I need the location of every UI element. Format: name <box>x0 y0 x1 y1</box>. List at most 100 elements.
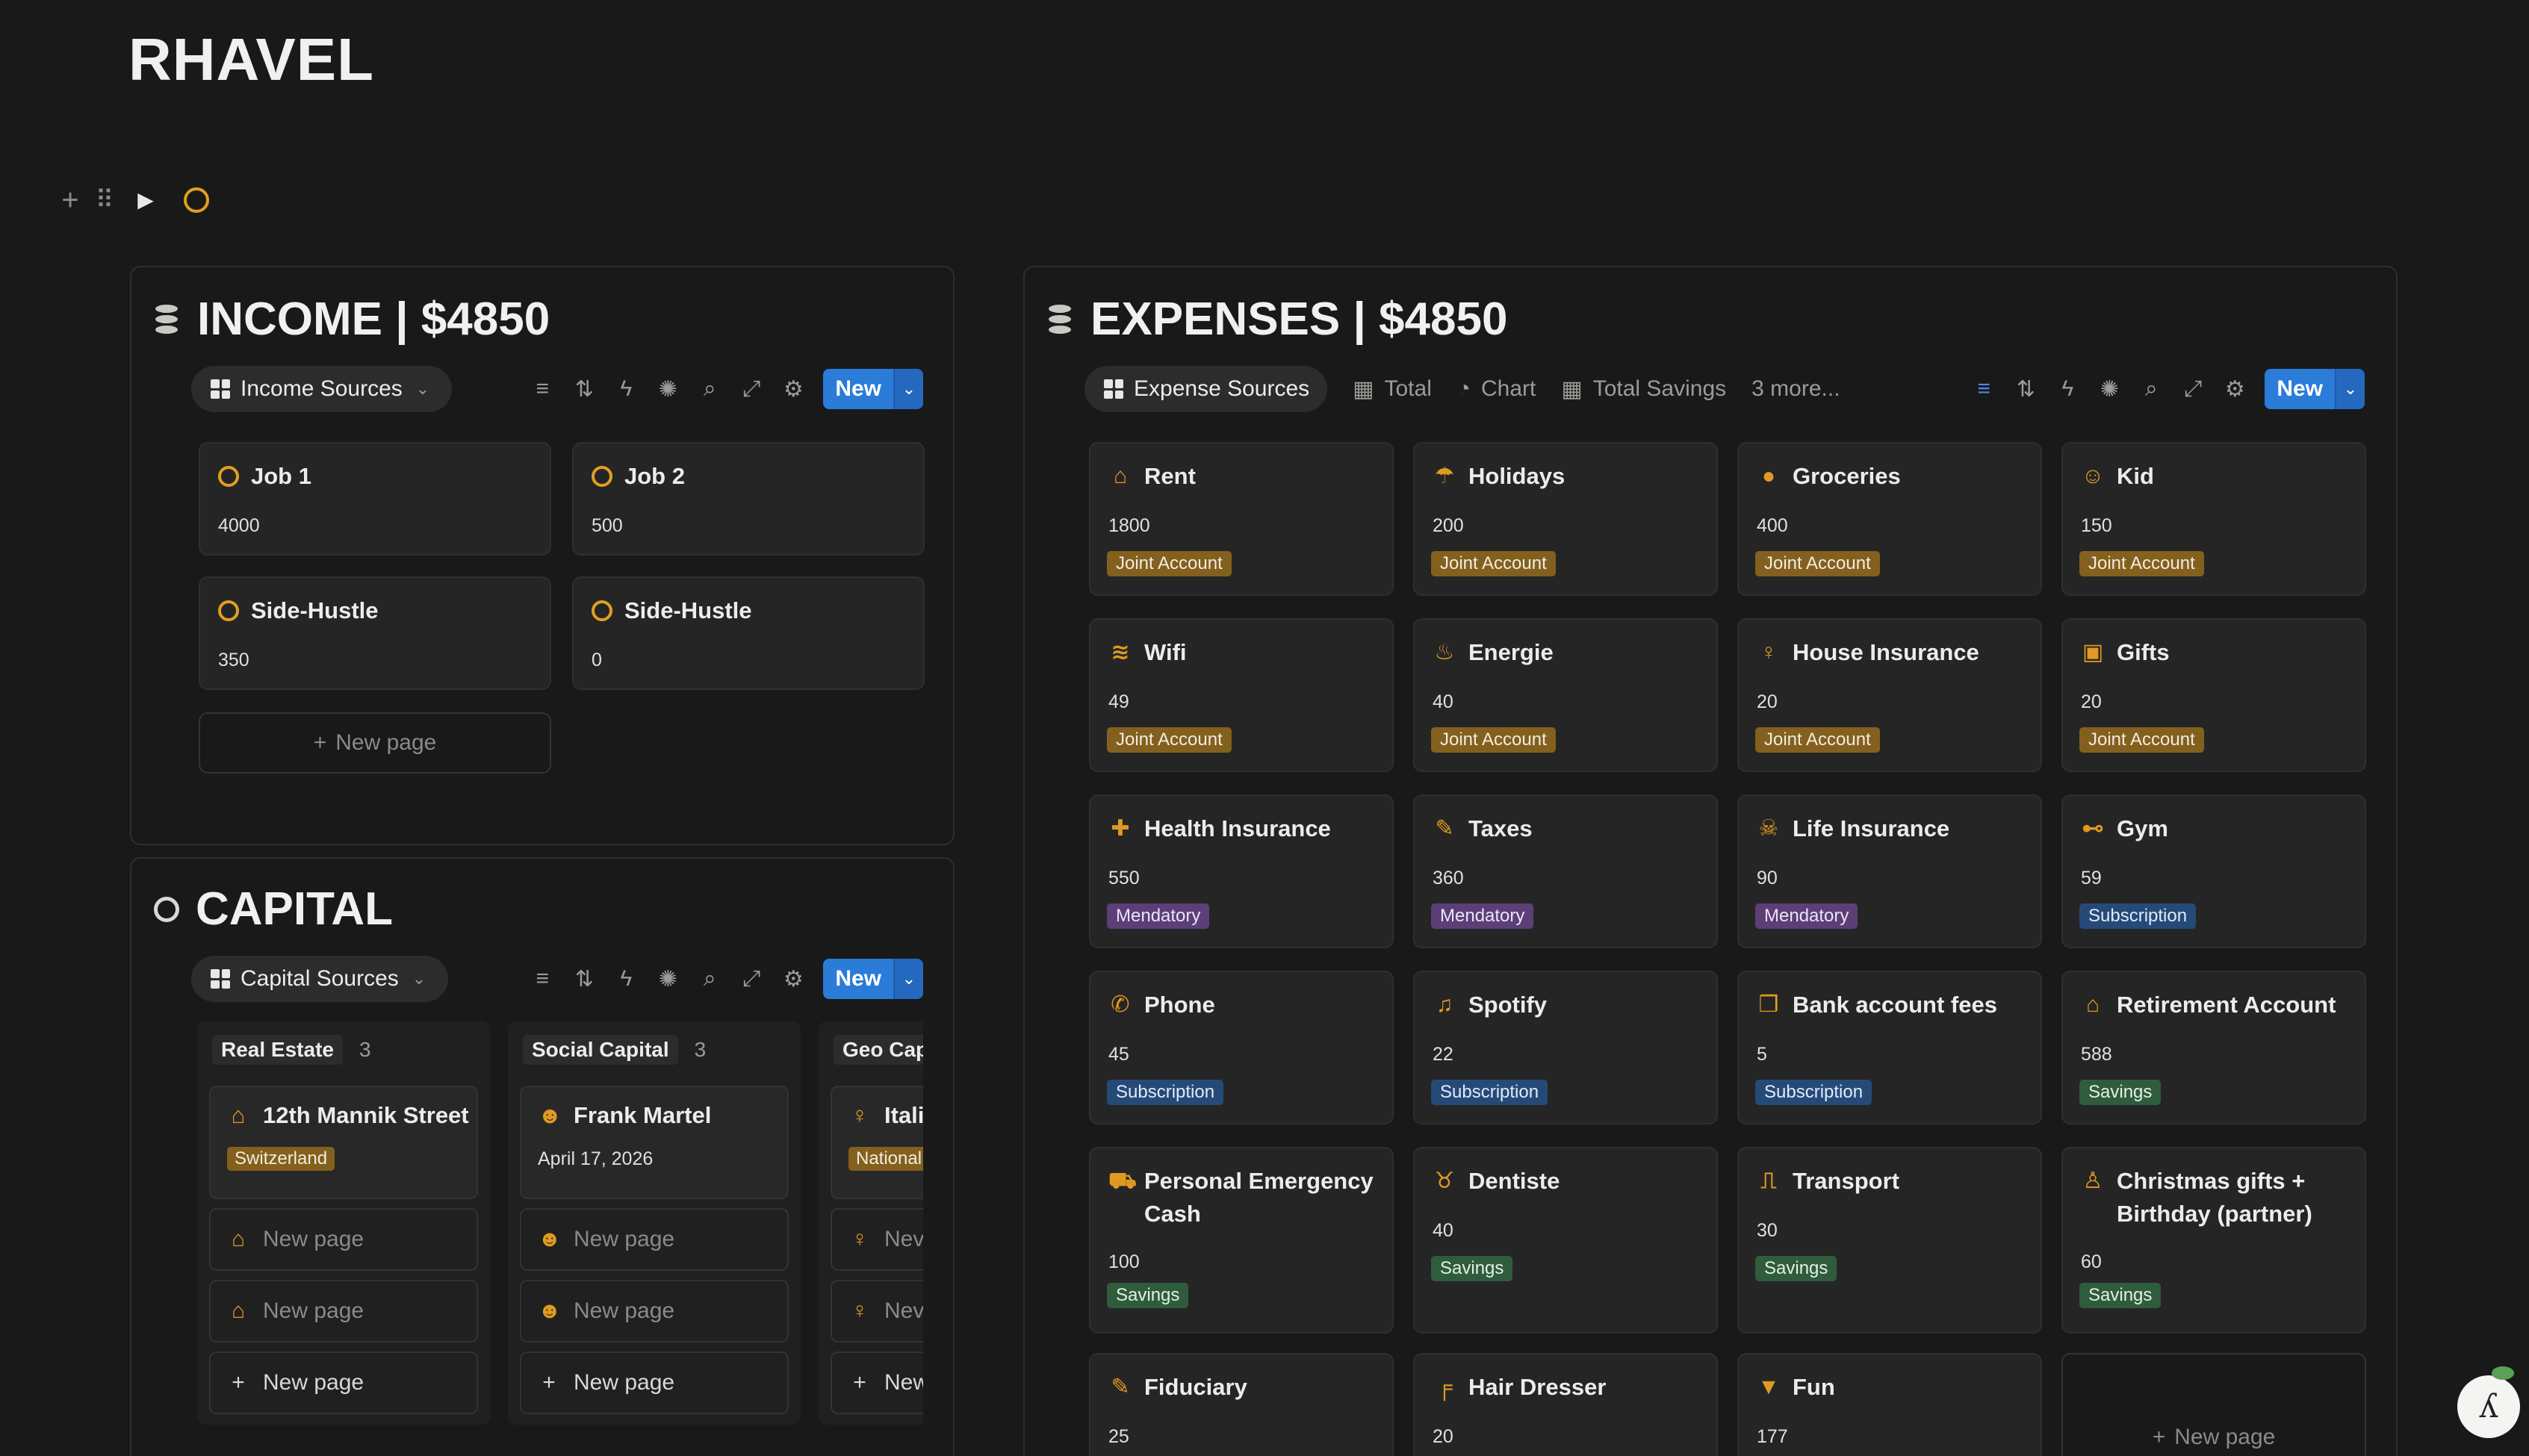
column-header: Social Capital 3 <box>523 1035 706 1065</box>
tab-more[interactable]: 3 more... <box>1751 376 1840 402</box>
status-circle-icon <box>592 466 612 487</box>
assistant-avatar[interactable]: ʎ <box>2457 1366 2520 1438</box>
expense-card[interactable]: ♉ Dentiste 40 Savings <box>1413 1147 1718 1334</box>
search-icon[interactable]: ⌕ <box>2144 376 2158 401</box>
expense-card[interactable]: ♫ Spotify 22 Subscription <box>1413 971 1718 1124</box>
drag-handle-icon[interactable]: ⠿ <box>95 186 114 214</box>
filter-icon[interactable]: ≡ <box>536 966 550 991</box>
sort-icon[interactable]: ⇅ <box>574 966 594 992</box>
expense-card[interactable]: ☺ Kid 150 Joint Account <box>2061 442 2366 596</box>
music-icon: ♫ <box>1436 992 1453 1017</box>
income-view-selector[interactable]: Income Sources ⌄ <box>191 366 453 412</box>
expense-card[interactable]: ❒ Bank account fees 5 Subscription <box>1737 971 2042 1124</box>
child-icon: ☺ <box>2081 464 2105 488</box>
expense-card[interactable]: ☂ Holidays 200 Joint Account <box>1413 442 1718 596</box>
status-circle-icon <box>154 896 179 922</box>
new-page-placeholder[interactable]: ⌂ New page <box>209 1208 478 1271</box>
card-title: Side-Hustle <box>251 597 379 623</box>
expense-card[interactable]: ⌂ Rent 1800 Joint Account <box>1089 442 1394 596</box>
expense-card[interactable]: ● Groceries 400 Joint Account <box>1737 442 2042 596</box>
filter-icon[interactable]: ≡ <box>1977 376 1991 401</box>
card-value: 20 <box>1757 691 1778 712</box>
house-icon: ⌂ <box>1113 464 1128 488</box>
add-new-page-button[interactable]: + New <box>831 1351 923 1414</box>
expense-card[interactable]: ✎ Taxes 360 Mendatory <box>1413 794 1718 948</box>
capital-card[interactable]: ♀ Itali National <box>831 1086 923 1199</box>
income-new-button[interactable]: New ⌄ <box>823 369 923 409</box>
tab-expense-sources[interactable]: Expense Sources <box>1084 366 1328 412</box>
expense-card[interactable]: ⌂ Retirement Account 588 Savings <box>2061 971 2366 1124</box>
expenses-new-button[interactable]: New ⌄ <box>2265 369 2365 409</box>
card-title: 12th Mannik Street <box>263 1102 469 1128</box>
sort-icon[interactable]: ⇅ <box>2016 376 2035 402</box>
sort-icon[interactable]: ⇅ <box>574 376 594 402</box>
capital-tools: ≡ ⇅ ϟ ✺ ⌕ ⤢ ⚙ New ⌄ <box>521 959 923 999</box>
add-new-page-button[interactable]: + New page <box>209 1351 478 1414</box>
category-tag: Mendatory <box>1431 903 1534 929</box>
expense-card[interactable]: ☠ Life Insurance 90 Mendatory <box>1737 794 2042 948</box>
new-page-label: New page <box>263 1370 364 1395</box>
tab-chart[interactable]: ◔ Chart <box>1457 376 1536 402</box>
toggle-triangle-icon[interactable]: ▶ <box>137 188 154 211</box>
status-circle-icon[interactable] <box>184 187 209 213</box>
expense-card[interactable]: ✚ Health Insurance 550 Mendatory <box>1089 794 1394 948</box>
expense-card[interactable]: ✎ Fiduciary 25 <box>1089 1353 1394 1456</box>
card-title: Groceries <box>1793 463 1901 489</box>
add-new-page-button[interactable]: + New page <box>199 712 551 774</box>
income-card[interactable]: Side-Hustle 0 <box>572 576 925 690</box>
expense-card[interactable]: ♀ House Insurance 20 Joint Account <box>1737 618 2042 772</box>
add-new-page-button[interactable]: + New page <box>520 1351 789 1414</box>
tab-total-savings[interactable]: ▦ Total Savings <box>1561 376 1726 402</box>
capital-card[interactable]: ☻ Frank Martel April 17, 2026 <box>520 1086 789 1199</box>
expense-card[interactable]: ╒ Hair Dresser 20 <box>1413 1353 1718 1456</box>
chevron-down-icon[interactable]: ⌄ <box>893 369 923 409</box>
expense-card[interactable]: ⎍ Transport 30 Savings <box>1737 1147 2042 1334</box>
capital-new-button[interactable]: New ⌄ <box>823 959 923 999</box>
new-page-placeholder[interactable]: ☻ New page <box>520 1208 789 1271</box>
settings-icon[interactable]: ⚙ <box>783 376 804 402</box>
chevron-down-icon[interactable]: ⌄ <box>893 959 923 999</box>
automation-icon[interactable]: ϟ <box>2061 376 2074 401</box>
income-card[interactable]: Job 2 500 <box>572 442 925 556</box>
income-card[interactable]: Side-Hustle 350 <box>199 576 551 690</box>
expense-card[interactable]: ⛟ Personal Emergency Cash 100 Savings <box>1089 1147 1394 1334</box>
search-icon[interactable]: ⌕ <box>703 376 716 401</box>
filter-icon[interactable]: ≡ <box>536 376 550 401</box>
expenses-header: EXPENSES | $4850 <box>1047 293 1507 346</box>
capital-card[interactable]: ⌂ 12th Mannik Street Switzerland <box>209 1086 478 1199</box>
settings-icon[interactable]: ⚙ <box>2224 376 2245 402</box>
income-card[interactable]: Job 1 4000 <box>199 442 551 556</box>
card-title: Frank Martel <box>574 1102 712 1128</box>
expand-icon[interactable]: ⤢ <box>2184 376 2203 401</box>
dumbbell-icon: ⊷ <box>2082 816 2104 841</box>
add-block-icon[interactable]: + <box>61 184 79 217</box>
capital-view-selector[interactable]: Capital Sources ⌄ <box>191 956 449 1002</box>
sparkle-icon[interactable]: ✺ <box>2100 376 2119 402</box>
search-icon[interactable]: ⌕ <box>703 966 716 991</box>
expense-card[interactable]: ▣ Gifts 20 Joint Account <box>2061 618 2366 772</box>
new-page-placeholder[interactable]: ♀ Nev <box>831 1208 923 1271</box>
tab-total[interactable]: ▦ Total <box>1353 376 1432 402</box>
add-new-page-button[interactable]: + New page <box>2061 1353 2366 1456</box>
expense-card[interactable]: ▼ Fun 177 <box>1737 1353 2042 1456</box>
new-page-placeholder[interactable]: ⌂ New page <box>209 1280 478 1343</box>
expand-icon[interactable]: ⤢ <box>742 966 761 991</box>
card-title: Hair Dresser <box>1468 1374 1607 1400</box>
expense-card[interactable]: ≋ Wifi 49 Joint Account <box>1089 618 1394 772</box>
settings-icon[interactable]: ⚙ <box>783 966 804 992</box>
automation-icon[interactable]: ϟ <box>620 376 633 401</box>
sparkle-icon[interactable]: ✺ <box>658 966 677 992</box>
new-page-placeholder[interactable]: ☻ New page <box>520 1280 789 1343</box>
expense-card[interactable]: ⊷ Gym 59 Subscription <box>2061 794 2366 948</box>
new-page-placeholder[interactable]: ♀ Nev <box>831 1280 923 1343</box>
expense-card[interactable]: ✆ Phone 45 Subscription <box>1089 971 1394 1124</box>
key-icon: ♀ <box>1760 640 1778 665</box>
expand-icon[interactable]: ⤢ <box>742 376 761 401</box>
automation-icon[interactable]: ϟ <box>620 966 633 991</box>
chevron-down-icon[interactable]: ⌄ <box>2335 369 2365 409</box>
sparkle-icon[interactable]: ✺ <box>658 376 677 402</box>
expense-card[interactable]: ♨ Energie 40 Joint Account <box>1413 618 1718 772</box>
expense-card[interactable]: ♙ Christmas gifts + Birthday (partner) 60 S… <box>2061 1147 2366 1334</box>
card-title: Fun <box>1793 1374 1835 1400</box>
capital-column-geo-capital: Geo Cap ♀ Itali National ♀ Nev ♀ Nev + New <box>819 1021 923 1425</box>
